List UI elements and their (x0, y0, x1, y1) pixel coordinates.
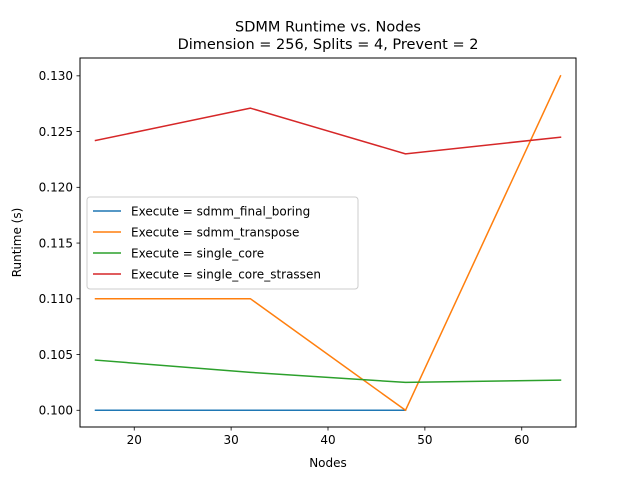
y-axis: 0.100 0.105 0.110 0.115 0.120 0.125 0.130 (39, 69, 80, 418)
series-line-2 (94, 74, 562, 412)
legend-label-3: Execute = single_core (131, 246, 264, 260)
y-tick-label: 0.105 (39, 348, 73, 362)
y-tick-label: 0.110 (39, 292, 73, 306)
chart-subtitle: Dimension = 256, Splits = 4, Prevent = 2 (178, 37, 479, 53)
legend: Execute = sdmm_final_boring Execute = sdm… (86, 196, 359, 290)
plot-lines (94, 74, 562, 412)
legend-label-4: Execute = single_core_strassen (131, 267, 321, 281)
series-line-3 (94, 359, 562, 384)
x-tick-label: 40 (320, 433, 335, 447)
legend-box (86, 196, 359, 290)
series-line-4 (94, 107, 562, 155)
legend-label-2: Execute = sdmm_transpose (131, 225, 299, 239)
x-tick-label: 20 (127, 433, 142, 447)
y-tick-label: 0.100 (39, 404, 73, 418)
y-tick-label: 0.130 (39, 69, 73, 83)
legend-label-1: Execute = sdmm_final_boring (131, 204, 310, 218)
chart-title: SDMM Runtime vs. Nodes (235, 20, 421, 36)
y-tick-label: 0.120 (39, 181, 73, 195)
x-tick-label: 60 (514, 433, 529, 447)
y-tick-label: 0.125 (39, 125, 73, 139)
y-axis-label: Runtime (s) (10, 208, 24, 278)
x-axis-label: Nodes (309, 456, 347, 470)
x-tick-label: 30 (223, 433, 238, 447)
x-tick-label: 50 (417, 433, 432, 447)
y-tick-label: 0.115 (39, 236, 73, 250)
x-axis: 20 30 40 50 60 (127, 427, 529, 447)
